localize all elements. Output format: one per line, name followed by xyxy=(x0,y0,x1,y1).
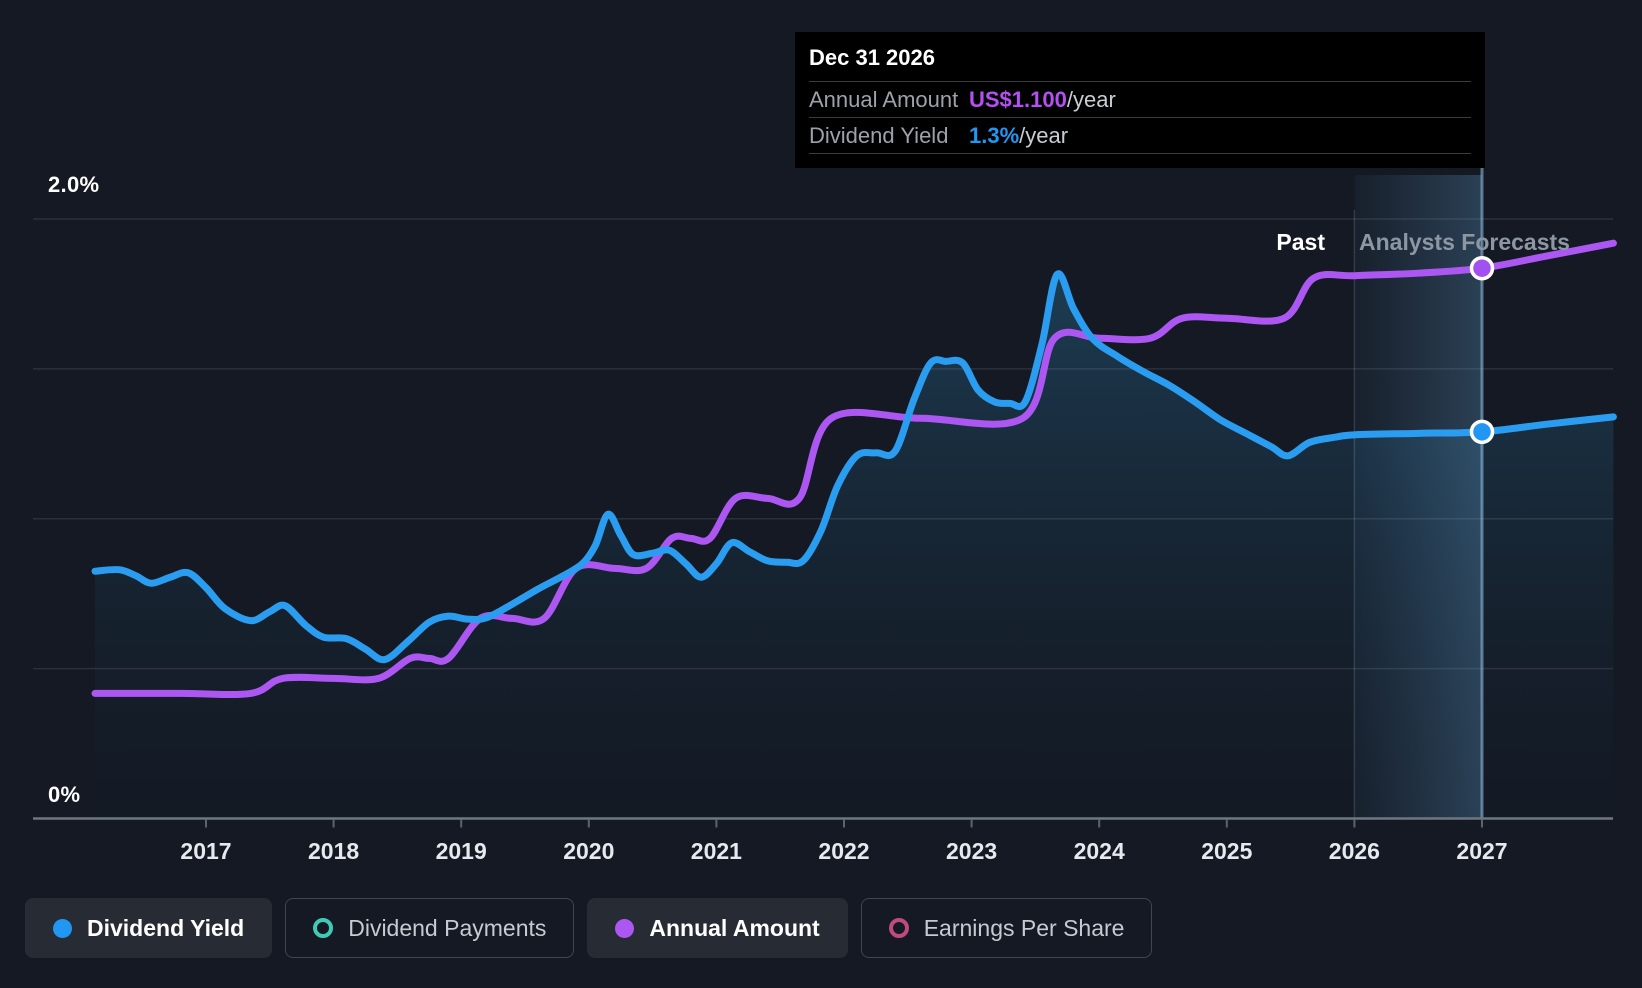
tooltip-label: Dividend Yield xyxy=(809,122,949,148)
analysts-forecasts-label: Analysts Forecasts xyxy=(1359,229,1570,255)
chart-tooltip: Dec 31 2026 Annual Amount US$1.100 /year… xyxy=(795,32,1485,168)
legend-dividend-yield[interactable]: Dividend Yield xyxy=(25,898,273,958)
dividend-yield-dot-icon xyxy=(53,918,72,938)
annual-amount-dot-icon xyxy=(615,918,635,938)
x-axis-label: 2022 xyxy=(818,838,870,864)
dividend-payments-ring-icon xyxy=(313,918,334,938)
x-axis-label: 2026 xyxy=(1328,838,1380,864)
tooltip-row-dividend-yield: Dividend Yield 1.3% /year xyxy=(809,117,1471,154)
past-label: Past xyxy=(1276,229,1325,255)
dividend-yield-line xyxy=(91,270,1617,664)
x-axis-label: 2027 xyxy=(1456,838,1508,864)
tooltip-suffix: /year xyxy=(1019,122,1069,148)
tooltip-row-annual-amount: Annual Amount US$1.100 /year xyxy=(809,81,1471,117)
x-axis-label: 2020 xyxy=(563,838,615,864)
legend-label: Dividend Payments xyxy=(348,914,547,941)
forecast-marker-dividend-yield xyxy=(1469,419,1495,445)
annual-amount-line xyxy=(91,239,1617,699)
tooltip-value-dividend-yield: 1.3% xyxy=(969,122,1020,148)
legend-earnings-per-share[interactable]: Earnings Per Share xyxy=(860,898,1153,958)
legend-dividend-payments[interactable]: Dividend Payments xyxy=(285,898,575,958)
tooltip-label: Annual Amount xyxy=(809,86,959,112)
tooltip-suffix: /year xyxy=(1066,86,1116,112)
chart-legend: Dividend Yield Dividend Payments Annual … xyxy=(25,898,1153,958)
legend-label: Earnings Per Share xyxy=(923,914,1125,941)
legend-label: Annual Amount xyxy=(649,914,820,941)
dividend-yield-area xyxy=(94,273,1614,819)
x-axis-label: 2021 xyxy=(690,838,742,864)
y-axis-label-zero: 0% xyxy=(48,782,81,807)
x-axis-label: 2023 xyxy=(946,838,998,864)
legend-label: Dividend Yield xyxy=(87,914,245,941)
y-axis-label-max: 2.0% xyxy=(48,172,100,197)
tooltip-date: Dec 31 2026 xyxy=(809,45,935,70)
earnings-per-share-ring-icon xyxy=(888,918,909,938)
hover-year-band xyxy=(1354,175,1482,819)
x-axis-label: 2025 xyxy=(1201,838,1253,864)
forecast-marker-annual-amount xyxy=(1469,255,1495,281)
x-axis-label: 2018 xyxy=(308,838,360,864)
tooltip-value-annual-amount: US$1.100 xyxy=(969,86,1067,112)
legend-annual-amount[interactable]: Annual Amount xyxy=(587,898,848,958)
x-axis-label: 2017 xyxy=(180,838,232,864)
x-axis-label: 2019 xyxy=(435,838,487,864)
x-axis-label: 2024 xyxy=(1073,838,1125,864)
